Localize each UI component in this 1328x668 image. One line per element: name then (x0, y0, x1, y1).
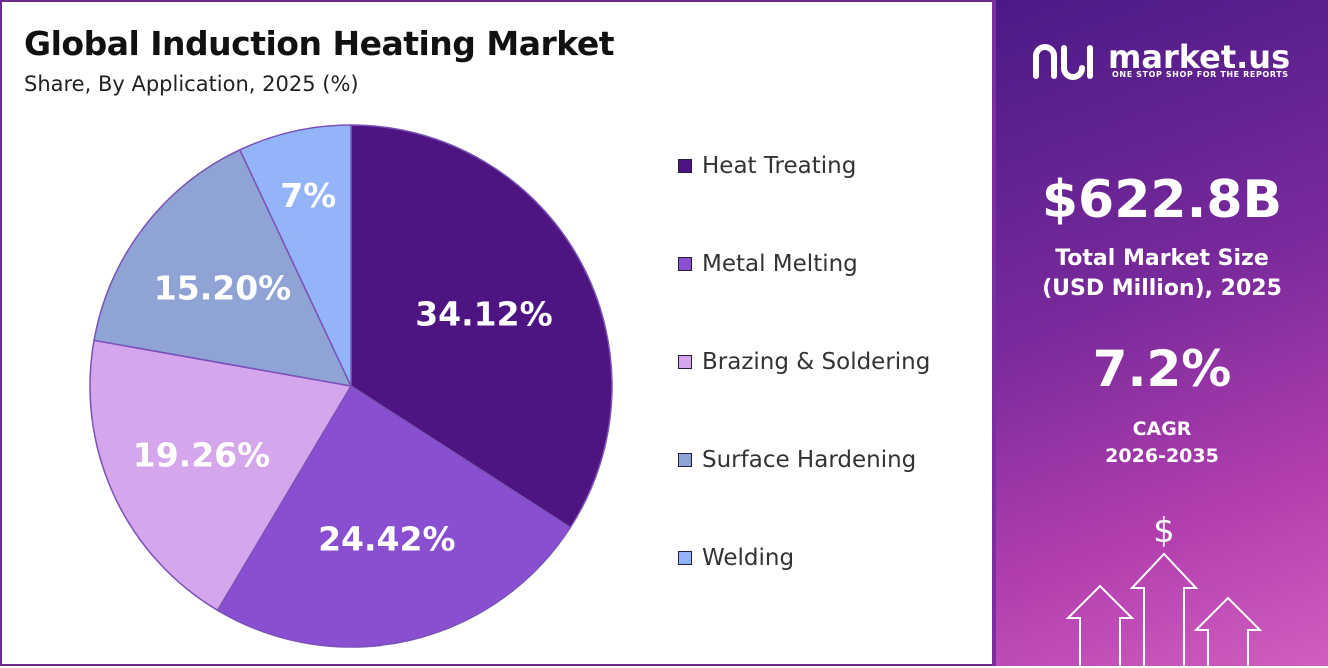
pie-slice-surface-hardening (93, 148, 353, 387)
chart-legend: Heat Treating Metal Melting Brazing & Sold… (678, 150, 930, 640)
legend-swatch (678, 159, 692, 173)
brand-logo-icon (1033, 44, 1093, 80)
chart-title: Global Induction Heating Market (24, 24, 615, 63)
slice-label: 15.20% (154, 269, 291, 308)
brand-logo: market.us ONE STOP SHOP FOR THE REPORTS (1032, 38, 1302, 84)
cagr-label-period: 2026-2035 (1105, 445, 1219, 467)
market-size-label-line1: Total Market Size (1055, 246, 1269, 271)
legend-label: Heat Treating (702, 153, 857, 179)
legend-item: Heat Treating (678, 150, 930, 182)
market-size-value: $622.8B (1041, 170, 1283, 230)
legend-swatch (678, 355, 692, 369)
cagr-value: 7.2% (1092, 340, 1232, 398)
cagr-label: CAGR 2026-2035 (996, 416, 1328, 470)
slice-label: 34.12% (415, 295, 552, 334)
legend-label: Surface Hardening (702, 447, 917, 473)
legend-label: Welding (702, 545, 795, 571)
summary-panel: market.us ONE STOP SHOP FOR THE REPORTS … (992, 0, 1328, 666)
legend-label: Metal Melting (702, 251, 858, 277)
slice-label: 19.26% (133, 435, 270, 474)
dollar-icon: $ (1153, 511, 1175, 551)
legend-item: Welding (678, 542, 930, 574)
growth-arrows-icon: $ (1065, 511, 1263, 666)
legend-swatch (678, 257, 692, 271)
pie-slice-metal-melting (216, 384, 572, 648)
pie-slice-heat-treating (350, 124, 613, 529)
market-size-label-line2: (USD Million), 2025 (1042, 276, 1282, 301)
chart-subtitle: Share, By Application, 2025 (%) (24, 72, 359, 96)
legend-item: Surface Hardening (678, 444, 930, 476)
pie-slice-brazing-soldering (89, 339, 353, 612)
brand-name: market.us (1108, 38, 1291, 76)
pie-chart: 34.12% 24.42% 19.26% 15.20% 7% (89, 124, 613, 648)
market-size-label: Total Market Size (USD Million), 2025 (996, 244, 1328, 304)
legend-item: Brazing & Soldering (678, 346, 930, 378)
pie-slice-welding (238, 124, 352, 387)
legend-swatch (678, 453, 692, 467)
slice-label: 24.42% (318, 519, 455, 558)
legend-label: Brazing & Soldering (702, 349, 931, 375)
cagr-label-line1: CAGR (1132, 418, 1192, 440)
legend-swatch (678, 551, 692, 565)
legend-item: Metal Melting (678, 248, 930, 280)
slice-label: 7% (280, 176, 336, 215)
brand-tagline: ONE STOP SHOP FOR THE REPORTS (1112, 70, 1289, 79)
